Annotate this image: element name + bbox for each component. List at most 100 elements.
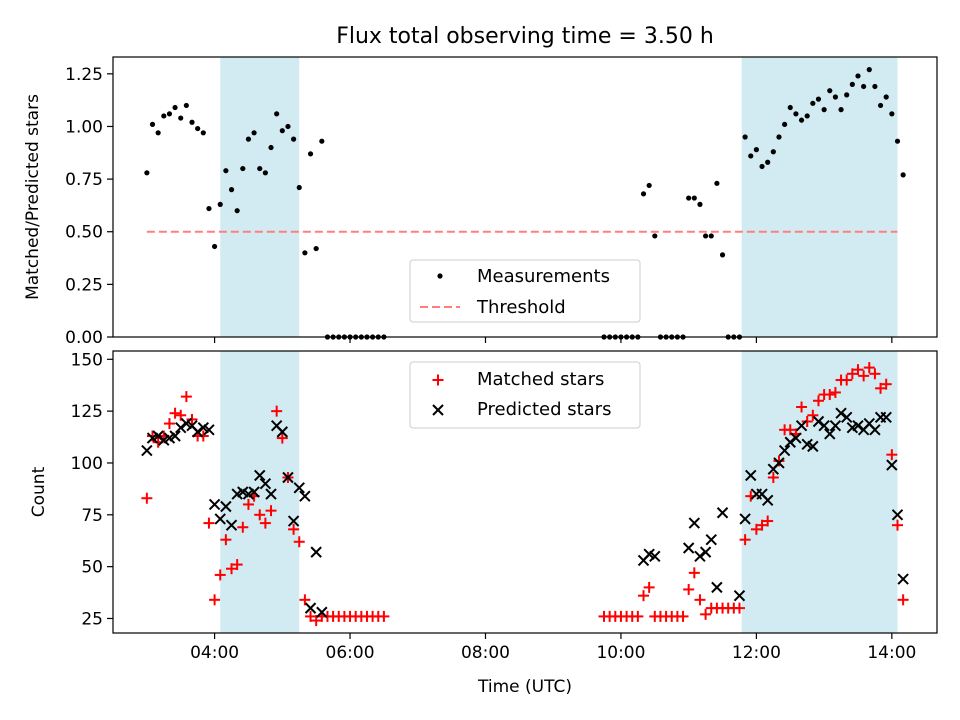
- x-marker-b: [180, 417, 193, 430]
- x-marker-b: [203, 424, 215, 436]
- measurement-point: [296, 184, 302, 191]
- predicted-star-point: [745, 469, 757, 482]
- top-y-axis-label: Matched/Predicted stars: [23, 94, 43, 300]
- x-marker-b: [880, 411, 892, 424]
- x-marker-b: [688, 517, 701, 529]
- measurement-point: [178, 115, 184, 121]
- x-marker-b: [191, 426, 204, 438]
- measurement-point: [245, 136, 252, 142]
- matched-star-point: [891, 519, 903, 531]
- measurement-point: [765, 159, 771, 165]
- predicted-star-point: [784, 436, 796, 448]
- matched-star-point: [169, 407, 181, 419]
- matched-star-point: [276, 432, 288, 444]
- measurement-point: [742, 134, 748, 140]
- matched-star-point: [226, 563, 238, 575]
- matched-star-point: [897, 594, 909, 606]
- x-marker-b: [897, 573, 909, 585]
- bottom-y-tick-label: 150: [71, 350, 103, 370]
- predicted-star-point: [152, 430, 164, 442]
- measurement-point: [251, 130, 257, 136]
- measurement-point: [223, 168, 229, 174]
- x-marker-b: [141, 444, 153, 457]
- measurement-point: [861, 83, 867, 90]
- predicted-star-point: [688, 517, 701, 529]
- x-marker-b: [863, 417, 875, 430]
- matched-star-point: [203, 517, 215, 529]
- predicted-star-point: [869, 424, 881, 436]
- predicted-star-point: [711, 581, 723, 594]
- top-legend-frame: [409, 259, 641, 323]
- matched-star-point: [293, 536, 305, 548]
- predicted-star-point: [705, 533, 717, 546]
- x-marker-b: [175, 422, 187, 434]
- predicted-star-point: [220, 500, 232, 513]
- x-marker-b: [214, 513, 226, 525]
- legend-predicted-label: Predicted stars: [477, 399, 611, 420]
- predicted-star-point: [248, 486, 260, 498]
- x-marker-b: [756, 488, 768, 500]
- matched-star-point: [863, 362, 875, 374]
- measurement-point: [719, 252, 726, 258]
- measurement-point: [313, 245, 319, 252]
- bottom-x-tick-label: 06:00: [326, 643, 375, 663]
- measurement-point: [257, 165, 263, 172]
- measurement-point: [166, 111, 173, 117]
- measurement-point: [319, 138, 325, 144]
- measurement-point: [234, 208, 240, 214]
- measurement-point: [211, 243, 218, 250]
- predicted-star-point: [304, 602, 317, 614]
- matched-star-point: [801, 416, 813, 427]
- measurement-point: [697, 201, 703, 207]
- bottom-shaded-interval-1: [220, 351, 300, 633]
- matched-star-point: [677, 610, 689, 622]
- matched-star-point: [242, 498, 254, 510]
- x-marker-b: [790, 432, 802, 444]
- measurement-point: [770, 149, 776, 155]
- x-marker-b: [840, 411, 853, 424]
- x-marker-b: [716, 507, 729, 519]
- matched-star-point: [197, 430, 209, 442]
- measurement-point: [894, 138, 901, 144]
- measurement-point: [798, 117, 805, 123]
- x-marker-b: [265, 488, 277, 500]
- x-marker-b: [220, 500, 232, 513]
- predicted-star-point: [761, 494, 774, 507]
- bottom-plot-frame: [112, 350, 938, 634]
- x-marker-b: [299, 490, 311, 502]
- matched-star-point: [852, 364, 864, 376]
- measurement-point: [787, 104, 793, 111]
- x-marker-b: [208, 498, 221, 511]
- count-points: [141, 362, 909, 627]
- predicted-star-point: [259, 477, 272, 490]
- legend-predicted-marker: [432, 404, 444, 416]
- measurement-point: [838, 107, 844, 113]
- matched-star-point: [186, 413, 198, 425]
- top-chart-title: Flux total observing time = 3.50 h: [336, 24, 714, 49]
- matched-star-point: [237, 521, 249, 533]
- measurement-point: [872, 83, 878, 90]
- matched-star-point: [310, 615, 322, 627]
- measurement-point: [161, 113, 167, 119]
- predicted-star-point: [175, 422, 187, 434]
- matched-star-point: [880, 378, 892, 390]
- bottom-x-tick-label: 14:00: [867, 643, 916, 663]
- matched-star-point: [163, 418, 175, 430]
- matched-star-point: [824, 389, 836, 401]
- matched-star-point: [288, 523, 300, 535]
- measurement-point: [285, 123, 291, 130]
- x-marker-b: [254, 469, 266, 482]
- measurement-point: [691, 195, 697, 201]
- matched-star-point: [700, 608, 712, 620]
- bottom-x-tick-label: 04:00: [190, 643, 239, 663]
- measurement-point: [889, 111, 895, 117]
- measurement-point: [291, 136, 297, 142]
- measurement-point: [200, 130, 206, 136]
- matched-star-point: [739, 534, 751, 546]
- x-marker-b: [761, 494, 774, 507]
- predicted-star-point: [807, 440, 819, 453]
- predicted-star-point: [733, 589, 746, 602]
- measurement-point: [855, 73, 861, 79]
- legend-matched-marker: [432, 374, 444, 386]
- matched-star-point: [767, 471, 779, 483]
